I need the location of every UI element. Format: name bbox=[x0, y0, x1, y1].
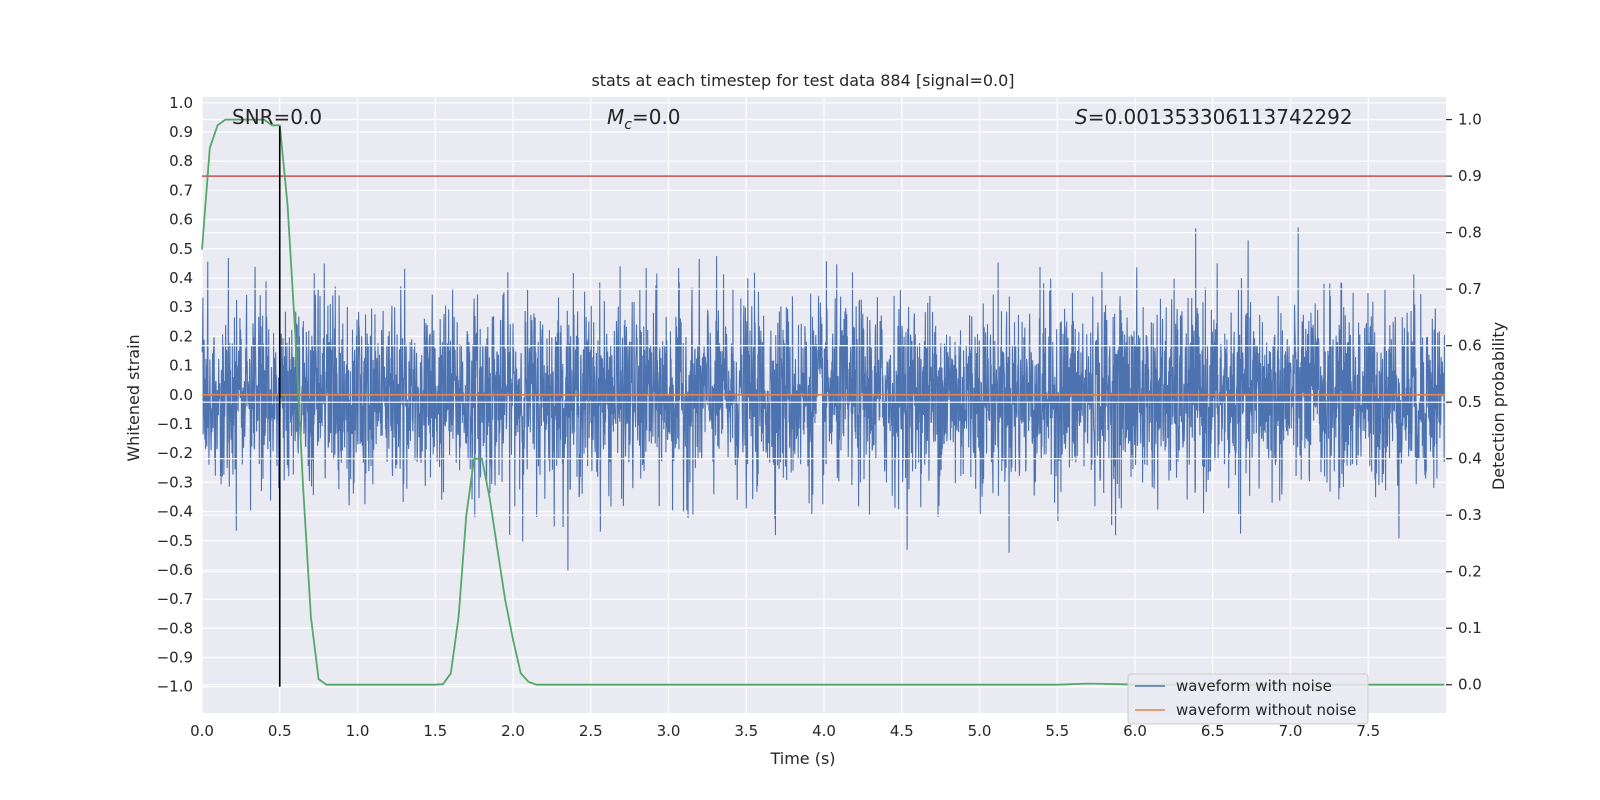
legend-entry-clean: waveform without noise bbox=[1176, 701, 1356, 719]
y2-tick-label: 0.8 bbox=[1458, 224, 1482, 242]
x-tick-label: 7.0 bbox=[1279, 722, 1303, 740]
chart-title: stats at each timestep for test data 884… bbox=[591, 71, 1014, 90]
y-tick-label: 0.0 bbox=[169, 386, 193, 404]
legend-entry-noise: waveform with noise bbox=[1176, 677, 1332, 695]
y-tick-label: −0.3 bbox=[157, 473, 193, 491]
y2-axis-label: Detection probability bbox=[1489, 322, 1508, 490]
y-tick-label: −0.6 bbox=[157, 561, 193, 579]
y-tick-label: 0.6 bbox=[169, 211, 193, 229]
x-tick-label: 5.0 bbox=[968, 722, 992, 740]
y-tick-label: 0.2 bbox=[169, 327, 193, 345]
y2-tick-label: 0.6 bbox=[1458, 337, 1482, 355]
mc-symbol: M bbox=[607, 105, 624, 129]
y2-tick-label: 0.1 bbox=[1458, 619, 1482, 637]
waveform-with-noise-series bbox=[201, 119, 1446, 686]
y2-tick-label: 0.3 bbox=[1458, 506, 1482, 524]
y-tick-label: −0.9 bbox=[157, 649, 193, 667]
y-tick-label: −0.8 bbox=[157, 619, 193, 637]
x-tick-label: 4.5 bbox=[890, 722, 914, 740]
noise-trace bbox=[201, 227, 1445, 571]
x-axis-ticks: 0.0 0.5 1.0 1.5 2.0 2.5 3.0 3.5 4.0 4.5 5.0 5.5 6.0 6… bbox=[190, 722, 1380, 740]
x-tick-label: 0.0 bbox=[190, 722, 214, 740]
y-tick-label: 0.8 bbox=[169, 152, 193, 170]
y-tick-label: 1.0 bbox=[169, 94, 193, 112]
x-tick-label: 1.0 bbox=[346, 722, 370, 740]
snr-annotation: SNR=0.0 bbox=[232, 105, 322, 129]
y2-tick-label: 0.4 bbox=[1458, 450, 1482, 468]
mc-value: =0.0 bbox=[632, 105, 681, 129]
x-tick-label: 3.5 bbox=[734, 722, 758, 740]
mc-subscript: c bbox=[624, 117, 632, 133]
x-tick-label: 4.0 bbox=[812, 722, 836, 740]
y2-tick-label: 0.7 bbox=[1458, 280, 1482, 298]
y-tick-label: 0.9 bbox=[169, 123, 193, 141]
y-tick-label: 0.1 bbox=[169, 357, 193, 375]
y-tick-label: 0.4 bbox=[169, 269, 193, 287]
y-tick-label: −0.5 bbox=[157, 532, 193, 550]
x-tick-label: 2.0 bbox=[501, 722, 525, 740]
y2-axis-ticks: 1.0 0.9 0.8 0.7 0.6 0.5 0.4 0.3 0.2 0.1 0.0 bbox=[1446, 111, 1482, 694]
y-tick-label: 0.7 bbox=[169, 181, 193, 199]
x-tick-label: 3.0 bbox=[657, 722, 681, 740]
x-tick-label: 0.5 bbox=[268, 722, 292, 740]
y2-tick-label: 0.0 bbox=[1458, 676, 1482, 694]
s-symbol: S bbox=[1075, 105, 1088, 129]
x-tick-label: 5.5 bbox=[1045, 722, 1069, 740]
s-value: =0.001353306113742292 bbox=[1088, 105, 1353, 129]
x-tick-label: 6.0 bbox=[1123, 722, 1147, 740]
y-axis-ticks: 1.0 0.9 0.8 0.7 0.6 0.5 0.4 0.3 0.2 0.1 0.0 −0.1 −0.… bbox=[157, 94, 193, 696]
y-tick-label: 0.5 bbox=[169, 240, 193, 258]
mc-annotation: Mc=0.0 bbox=[607, 105, 681, 133]
y2-tick-label: 1.0 bbox=[1458, 111, 1482, 129]
y-tick-label: −0.7 bbox=[157, 590, 193, 608]
y-tick-label: 0.3 bbox=[169, 298, 193, 316]
x-tick-label: 6.5 bbox=[1201, 722, 1225, 740]
y-tick-label: −0.4 bbox=[157, 503, 193, 521]
y2-tick-label: 0.2 bbox=[1458, 563, 1482, 581]
legend: waveform with noise waveform without noi… bbox=[1127, 673, 1369, 725]
y-tick-label: −1.0 bbox=[157, 678, 193, 696]
y-tick-label: −0.1 bbox=[157, 415, 193, 433]
x-tick-label: 1.5 bbox=[423, 722, 447, 740]
y-axis-label: Whitened strain bbox=[124, 334, 143, 461]
detection-probability-line bbox=[201, 118, 1445, 686]
x-tick-label: 7.5 bbox=[1356, 722, 1380, 740]
y-tick-label: −0.2 bbox=[157, 444, 193, 462]
x-axis-label: Time (s) bbox=[769, 749, 835, 768]
s-annotation: S=0.001353306113742292 bbox=[1075, 105, 1353, 129]
x-tick-label: 2.5 bbox=[579, 722, 603, 740]
y2-tick-label: 0.9 bbox=[1458, 167, 1482, 185]
legend-box bbox=[1127, 673, 1369, 725]
y2-tick-label: 0.5 bbox=[1458, 393, 1482, 411]
